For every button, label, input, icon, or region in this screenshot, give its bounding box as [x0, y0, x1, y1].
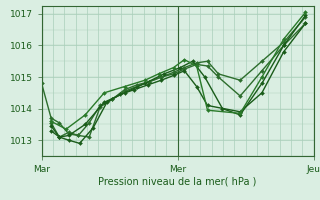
X-axis label: Pression niveau de la mer( hPa ): Pression niveau de la mer( hPa ) — [99, 177, 257, 187]
